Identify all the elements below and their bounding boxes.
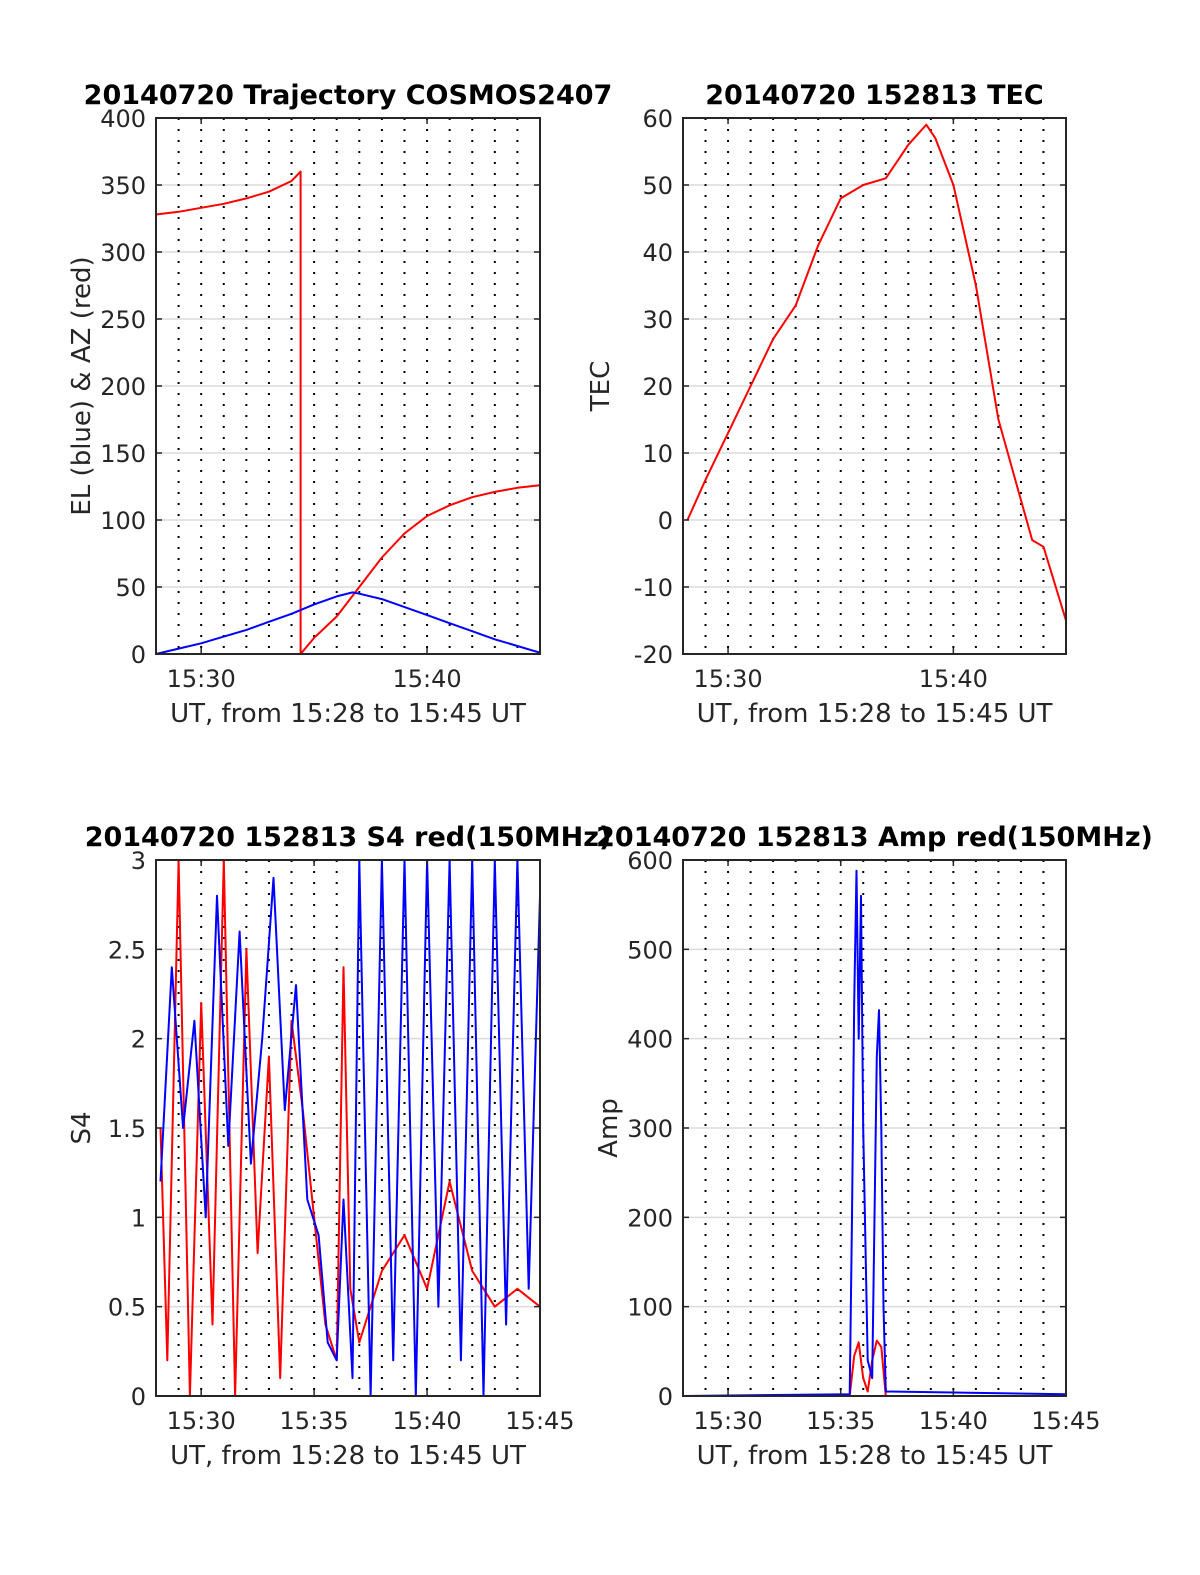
series-line-2 bbox=[159, 859, 541, 1397]
x-tick-label: 15:35 bbox=[280, 1407, 349, 1435]
series-line-1 bbox=[686, 123, 1067, 621]
y-tick-label: 200 bbox=[100, 373, 146, 401]
x-tick-label: 15:35 bbox=[806, 1407, 875, 1435]
y-tick-label: 1 bbox=[131, 1204, 146, 1232]
chart-panel-2: -20 -10 0 10 20 30 40 50 60 15:30 15:40 20140720 15… bbox=[586, 80, 1067, 729]
y-tick-label: 200 bbox=[627, 1204, 673, 1232]
y-tick-label: 0.5 bbox=[108, 1294, 146, 1322]
x-tick-label: 15:45 bbox=[505, 1407, 574, 1435]
series-line-1 bbox=[155, 170, 541, 655]
y-tick-label: 0 bbox=[658, 507, 673, 535]
x-tick-label: 15:45 bbox=[1031, 1407, 1100, 1435]
series-line-2 bbox=[155, 591, 541, 655]
y-tick-label: 40 bbox=[642, 239, 673, 267]
y-tick-label: 3 bbox=[131, 847, 146, 875]
y-tick-label: 0 bbox=[131, 1383, 146, 1411]
chart-panel-4: 0 100 200 300 400 500 600 15:30 15:35 15:40 15:45 2… bbox=[594, 822, 1153, 1471]
x-axis-label: UT, from 15:28 to 15:45 UT bbox=[697, 1441, 1053, 1471]
series-line-1 bbox=[683, 1339, 1066, 1397]
x-tick-label: 15:40 bbox=[392, 1407, 461, 1435]
x-tick-label: 15:30 bbox=[693, 1407, 762, 1435]
y-tick-label: -10 bbox=[634, 574, 673, 602]
y-tick-label: 2.5 bbox=[108, 936, 146, 964]
chart-title: 20140720 152813 Amp red(150MHz) bbox=[596, 822, 1153, 853]
y-tick-label: 350 bbox=[100, 172, 146, 200]
x-axis-label: UT, from 15:28 to 15:45 UT bbox=[697, 699, 1053, 729]
y-tick-label: 600 bbox=[627, 847, 673, 875]
y-tick-label: 50 bbox=[642, 172, 673, 200]
chart-title: 20140720 152813 S4 red(150MHz) bbox=[85, 822, 612, 853]
chart-panel-1: 0 50 100 150 200 250 300 350 400 15:30 15:40 201407… bbox=[67, 80, 612, 729]
chart-title: 20140720 Trajectory COSMOS2407 bbox=[84, 80, 613, 111]
y-tick-label: 1.5 bbox=[108, 1115, 146, 1143]
y-tick-label: -20 bbox=[634, 641, 673, 669]
y-axis-label: S4 bbox=[67, 1111, 97, 1144]
y-tick-label: 150 bbox=[100, 440, 146, 468]
x-tick-label: 15:40 bbox=[919, 665, 988, 693]
y-tick-label: 2 bbox=[131, 1026, 146, 1054]
series-line-2 bbox=[682, 869, 1067, 1397]
y-tick-label: 0 bbox=[658, 1383, 673, 1411]
y-tick-label: 300 bbox=[627, 1115, 673, 1143]
y-tick-label: 60 bbox=[642, 105, 673, 133]
y-axis-label: TEC bbox=[586, 361, 616, 412]
y-tick-label: 10 bbox=[642, 440, 673, 468]
y-tick-label: 30 bbox=[642, 306, 673, 334]
y-tick-label: 100 bbox=[627, 1294, 673, 1322]
x-tick-label: 15:30 bbox=[167, 1407, 236, 1435]
chart-panel-3: 0 0.5 1 1.5 2 2.5 3 15:30 15:35 15:40 15:45 2014072… bbox=[67, 822, 611, 1471]
x-axis-label: UT, from 15:28 to 15:45 UT bbox=[170, 1441, 526, 1471]
x-tick-label: 15:40 bbox=[392, 665, 461, 693]
y-tick-label: 500 bbox=[627, 936, 673, 964]
y-tick-label: 250 bbox=[100, 306, 146, 334]
y-tick-label: 20 bbox=[642, 373, 673, 401]
y-tick-label: 0 bbox=[131, 641, 146, 669]
x-tick-label: 15:30 bbox=[693, 665, 762, 693]
chart-title: 20140720 152813 TEC bbox=[705, 80, 1044, 111]
y-tick-label: 400 bbox=[627, 1026, 673, 1054]
x-tick-label: 15:30 bbox=[167, 665, 236, 693]
y-tick-label: 100 bbox=[100, 507, 146, 535]
y-tick-label: 50 bbox=[115, 574, 146, 602]
y-axis-label: EL (blue) & AZ (red) bbox=[67, 256, 97, 515]
x-axis-label: UT, from 15:28 to 15:45 UT bbox=[170, 699, 526, 729]
y-axis-label: Amp bbox=[594, 1098, 624, 1158]
x-tick-label: 15:40 bbox=[919, 1407, 988, 1435]
y-tick-label: 400 bbox=[100, 105, 146, 133]
y-tick-label: 300 bbox=[100, 239, 146, 267]
